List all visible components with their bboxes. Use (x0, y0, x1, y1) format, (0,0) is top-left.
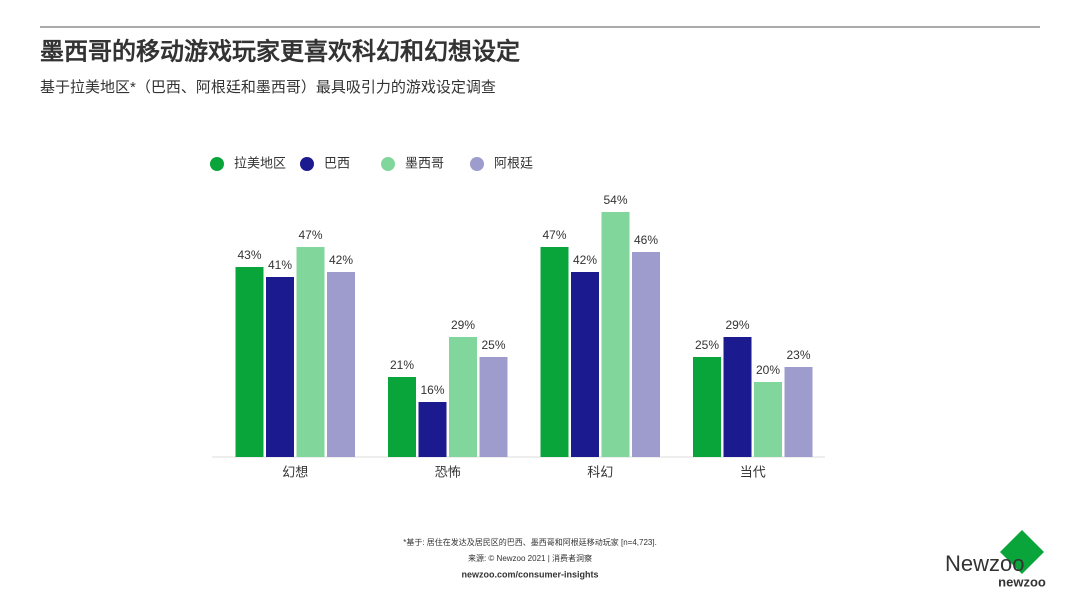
bar (388, 377, 416, 457)
value-label: 42% (329, 253, 353, 267)
value-label: 20% (756, 363, 780, 377)
legend-swatch (470, 157, 484, 171)
value-label: 43% (237, 248, 261, 262)
legend-label: 墨西哥 (405, 155, 444, 170)
bar (601, 212, 630, 457)
legend-label: 阿根廷 (494, 155, 533, 170)
chart-title: 墨西哥的移动游戏玩家更喜欢科幻和幻想设定 (40, 37, 520, 65)
logo-text: newzoo (998, 574, 1046, 589)
watermark: Newzoo (945, 551, 1024, 576)
bar (327, 272, 355, 457)
value-label: 29% (725, 318, 749, 332)
source: 来源: © Newzoo 2021 | 消费者洞察 (468, 553, 592, 563)
x-tick-label: 幻想 (282, 464, 308, 479)
bar (418, 402, 447, 457)
bar (540, 247, 569, 457)
bar (784, 367, 813, 457)
legend-label: 巴西 (324, 155, 350, 170)
bar (479, 357, 508, 457)
source-url: newzoo.com/consumer-insights (461, 569, 598, 579)
bar (754, 382, 782, 457)
value-label: 25% (481, 338, 505, 352)
x-tick-label: 科幻 (587, 464, 613, 479)
logo-icon (1000, 530, 1044, 574)
value-label: 47% (542, 228, 566, 242)
bar (693, 357, 721, 457)
chart-subtitle: 基于拉美地区*（巴西、阿根廷和墨西哥）最具吸引力的游戏设定调查 (40, 79, 496, 96)
bar (266, 277, 294, 457)
value-label: 23% (786, 348, 810, 362)
value-label: 29% (451, 318, 475, 332)
footnote: *基于: 居住在发达及居民区的巴西、墨西哥和阿根廷移动玩家 [n=4,723]. (403, 537, 657, 547)
legend-swatch (381, 157, 395, 171)
legend-swatch (300, 157, 314, 171)
bar (449, 337, 477, 457)
legend-swatch (210, 157, 224, 171)
bar (723, 337, 752, 457)
value-label: 54% (603, 193, 627, 207)
bar (632, 252, 660, 457)
value-label: 47% (298, 228, 322, 242)
value-label: 42% (573, 253, 597, 267)
value-label: 46% (634, 233, 658, 247)
value-label: 21% (390, 358, 414, 372)
legend-label: 拉美地区 (234, 155, 286, 170)
x-tick-label: 恐怖 (435, 464, 461, 479)
value-label: 16% (420, 383, 444, 397)
value-label: 41% (268, 258, 292, 272)
x-tick-label: 当代 (740, 464, 766, 479)
bar (235, 267, 264, 457)
value-label: 25% (695, 338, 719, 352)
bar (296, 247, 325, 457)
bar (571, 272, 599, 457)
